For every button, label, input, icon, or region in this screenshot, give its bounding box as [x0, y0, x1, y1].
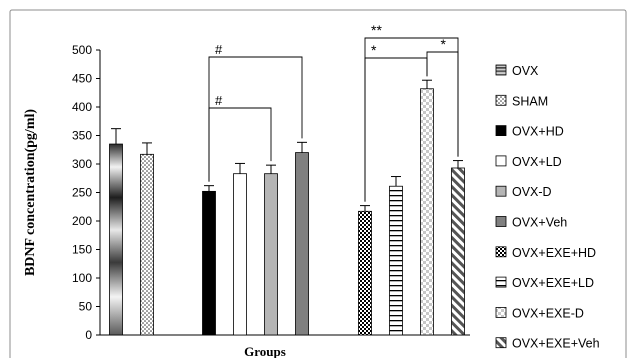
legend-swatch	[495, 64, 507, 76]
y-tick-label: 0	[85, 328, 92, 342]
y-axis-title: BDNF concentration(pg/ml)	[23, 109, 38, 276]
bar-ovx-exe-hd	[358, 210, 372, 336]
bar-ovx	[109, 143, 123, 336]
y-tick-label: 150	[72, 243, 92, 257]
legend-label: OVX+HD	[512, 125, 564, 139]
legend-label: OVX-D	[512, 185, 552, 199]
significance-label: *	[371, 42, 377, 58]
legend-swatch	[495, 94, 507, 106]
legend-label: OVX	[512, 64, 539, 78]
y-tick-label: 100	[72, 271, 92, 285]
significance-bracket	[426, 51, 459, 157]
legend-swatch	[495, 306, 507, 318]
legend-label: SHAM	[512, 94, 548, 108]
bar-ovx-hd	[202, 190, 216, 336]
y-tick-label: 300	[72, 157, 92, 171]
x-axis-title: Groups	[244, 344, 286, 358]
y-tick-label: 450	[72, 72, 92, 86]
legend-swatch	[495, 155, 507, 167]
y-tick-label: 400	[72, 100, 92, 114]
significance-label: #	[215, 93, 223, 108]
bar-ovx-ld	[233, 173, 247, 336]
bar-sham	[140, 153, 154, 336]
significance-label: *	[441, 36, 447, 52]
significance-label: **	[371, 22, 382, 38]
legend-label: OVX+EXE+Veh	[512, 337, 600, 351]
bar-ovx-exe-ld	[389, 185, 403, 336]
y-tick-label: 350	[72, 129, 92, 143]
y-tick-label: 500	[72, 43, 92, 57]
y-tick-label: 50	[79, 300, 93, 314]
legend-swatch	[495, 276, 507, 288]
legend-swatch	[495, 185, 507, 197]
y-tick-label: 200	[72, 214, 92, 228]
bar-ovx-d	[264, 173, 278, 336]
legend-label: OVX+EXE+HD	[512, 246, 596, 260]
chart-border	[9, 9, 627, 363]
significance-bracket	[208, 107, 272, 182]
legend-swatch	[495, 246, 507, 258]
legend-swatch	[495, 337, 507, 349]
y-tick-label: 250	[72, 186, 92, 200]
bar-ovx-exe-d	[420, 88, 434, 336]
legend-label: OVX+EXE+LD	[512, 276, 594, 290]
legend-swatch	[495, 125, 507, 136]
legend-swatch	[495, 216, 507, 227]
legend-label: OVX+LD	[512, 155, 562, 169]
legend-label: OVX+Veh	[512, 216, 567, 230]
legend-label: OVX+EXE-D	[512, 306, 584, 320]
bar-ovx-veh	[295, 152, 309, 336]
significance-label: #	[215, 42, 223, 57]
bar-ovx-exe-veh	[451, 167, 465, 336]
